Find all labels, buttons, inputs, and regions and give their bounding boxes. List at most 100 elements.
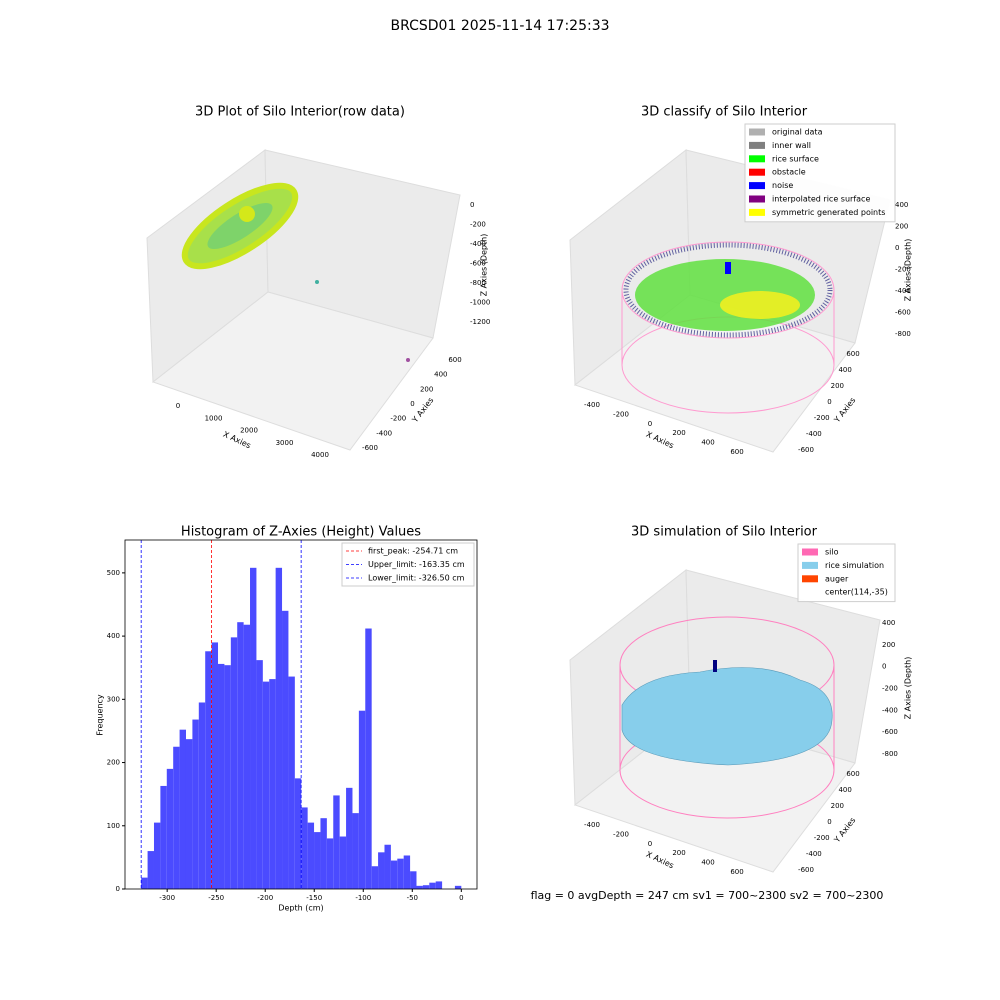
x-tick-label: -400: [584, 821, 600, 829]
y-tick-label: -200: [814, 414, 830, 422]
bar: [314, 832, 321, 889]
x-tick-label: -400: [584, 401, 600, 409]
x-tick-label: 0: [176, 402, 180, 410]
legend-swatch: [749, 128, 765, 136]
x-tick-label: 600: [730, 868, 743, 876]
z-tick-label: 400: [882, 619, 895, 627]
bar: [269, 679, 276, 889]
legend-label: first_peak: -254.71 cm: [368, 547, 458, 556]
legend-box: [744, 123, 896, 223]
bar: [429, 882, 436, 889]
bar: [166, 768, 174, 889]
plot-title: Histogram of Z-Axies (Height) Values: [181, 525, 421, 540]
bar: [333, 795, 340, 889]
bar: [179, 729, 186, 889]
bar: [454, 885, 462, 889]
bar: [384, 844, 391, 889]
point-cloud: [406, 358, 410, 362]
y-tick-label: 0: [116, 885, 120, 893]
x-tick-label: -200: [613, 830, 629, 838]
y-tick-label: -600: [798, 866, 814, 874]
legend-swatch: [749, 195, 765, 203]
y-tick-label: 0: [827, 398, 831, 406]
bar: [390, 860, 398, 889]
x-tick-label: -100: [355, 894, 371, 902]
bar: [326, 838, 334, 889]
bar: [320, 818, 327, 889]
legend-swatch: [749, 182, 765, 190]
z-tick-label: 0: [470, 201, 474, 209]
bar: [147, 851, 154, 889]
bar: [185, 739, 193, 889]
y-tick-label: 600: [846, 770, 859, 778]
plot-title: 3D classify of Silo Interior: [641, 105, 808, 120]
bar: [141, 877, 148, 889]
x-tick-label: 0: [648, 420, 652, 428]
x-tick-label: 600: [730, 448, 743, 456]
y-tick-label: 400: [838, 786, 851, 794]
y-tick-label: 500: [107, 569, 120, 577]
plot-title: 3D simulation of Silo Interior: [631, 525, 818, 540]
bar: [243, 624, 251, 889]
bar: [352, 813, 359, 889]
y-tick-label: 100: [107, 822, 120, 830]
decor-plot1: [181, 182, 410, 362]
legend-swatch: [802, 548, 818, 556]
y-axis-label: Frequency: [96, 694, 105, 736]
z-tick-label: -800: [882, 750, 898, 758]
bar: [346, 787, 353, 889]
y-tick-label: -400: [806, 430, 822, 438]
legend-swatch: [749, 208, 765, 216]
legend-swatch: [749, 155, 765, 163]
rice-simulation: [621, 667, 833, 766]
z-tick-label: 0: [895, 244, 899, 252]
z-tick-label: -800: [470, 279, 486, 287]
pane: [573, 294, 856, 453]
legend-swatch: [802, 575, 818, 583]
axis-label: Z Axies (Depth): [904, 239, 913, 302]
legend-box: [341, 542, 475, 587]
z-tick-label: -600: [882, 728, 898, 736]
z-tick-label: -1000: [470, 299, 490, 307]
legend-label: rice simulation: [825, 561, 884, 570]
bar: [153, 822, 161, 889]
bar: [256, 660, 263, 889]
x-tick-label: 200: [672, 849, 685, 857]
legend-swatch: [749, 141, 765, 149]
legend-label: Lower_limit: -326.50 cm: [368, 574, 465, 583]
point-cloud: [239, 206, 255, 222]
bar: [416, 885, 423, 889]
x-tick-label: 4000: [311, 451, 329, 459]
point-cloud: [207, 202, 273, 250]
z-tick-label: -1200: [470, 318, 490, 326]
x-tick-label: -50: [407, 894, 418, 902]
y-tick-label: 200: [420, 385, 433, 393]
y-tick-label: 0: [827, 818, 831, 826]
bar: [435, 881, 443, 889]
auger: [713, 660, 717, 672]
bar: [250, 567, 257, 889]
x-tick-label: 400: [701, 439, 714, 447]
x-tick-label: 2000: [240, 427, 258, 435]
y-tick-label: 400: [838, 366, 851, 374]
plot-title: 3D Plot of Silo Interior(row data): [195, 105, 405, 120]
legend-label: rice surface: [772, 154, 819, 163]
y-tick-label: -600: [798, 446, 814, 454]
x-tick-label: -200: [613, 410, 629, 418]
bar: [173, 746, 180, 889]
y-tick-label: -400: [376, 429, 392, 437]
footer: flag = 0 avgDepth = 247 cm sv1 = 700~230…: [531, 889, 884, 902]
y-tick-label: 600: [846, 350, 859, 358]
bar: [224, 665, 231, 889]
y-tick-label: 200: [831, 802, 844, 810]
z-tick-label: -600: [895, 309, 911, 317]
bar: [211, 642, 219, 889]
x-tick-label: 3000: [276, 439, 294, 447]
bar: [339, 836, 347, 889]
bar: [218, 663, 225, 889]
bar: [378, 852, 385, 889]
z-tick-label: -200: [895, 266, 911, 274]
axis-label: Z Axies (Depth): [904, 657, 913, 720]
y-tick-label: 400: [107, 632, 120, 640]
bar: [205, 651, 212, 889]
